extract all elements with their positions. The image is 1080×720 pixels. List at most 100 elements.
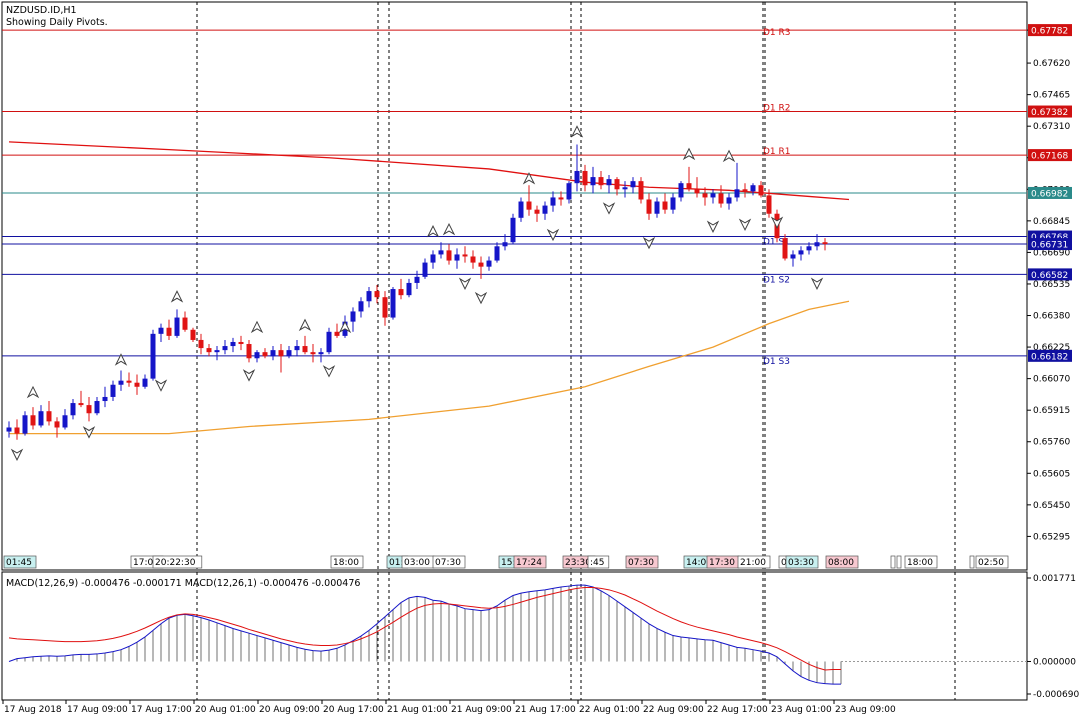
candle-body <box>526 201 532 210</box>
candle-body <box>558 197 564 200</box>
candle-body <box>534 209 540 214</box>
fractal-up-marker <box>338 320 352 334</box>
fractal-down-marker <box>82 426 96 439</box>
price-axis-label: 0.66845 <box>1033 217 1070 227</box>
fractal-down-marker <box>458 277 472 290</box>
candle-body <box>22 415 28 434</box>
fractal-down-marker <box>242 369 256 382</box>
candle-body <box>174 317 180 336</box>
candle-body <box>694 189 700 194</box>
candle-body <box>318 352 324 355</box>
candle-body <box>230 341 236 347</box>
candle-body <box>734 189 740 198</box>
time-highlight-label: 01: <box>389 558 403 568</box>
time-axis-label: 22 Aug 17:00 <box>707 705 768 715</box>
candle-body <box>614 179 620 190</box>
candle-body <box>390 289 396 318</box>
time-highlight-label: 07:30 <box>435 558 461 568</box>
candle-body <box>742 189 748 192</box>
pivot-price-tag-text: 0.66182 <box>1031 352 1068 362</box>
candle-body <box>118 380 124 385</box>
macd-axis-label: -0.000690 <box>1033 690 1079 700</box>
time-highlight-label: 14:00 <box>686 558 712 568</box>
time-highlight-box <box>432 555 466 569</box>
candle-body <box>790 254 796 259</box>
candle-body <box>214 350 220 353</box>
pivot-price-tag-text: 0.67382 <box>1031 108 1068 118</box>
candle-body <box>190 329 196 340</box>
macd-indicator-label: MACD(12,26,9) -0.000476 -0.000171 MACD(1… <box>6 578 361 589</box>
candle-body <box>70 403 76 416</box>
time-highlight-label: 15: <box>501 558 515 568</box>
time-highlight-label: 18:00 <box>333 558 359 568</box>
candle-body <box>798 250 804 255</box>
time-highlight-box <box>152 555 203 569</box>
fractal-up-marker <box>442 222 456 236</box>
fractal-down-marker <box>642 236 656 250</box>
candle-body <box>350 311 356 322</box>
candle-body <box>510 217 516 243</box>
candle-body <box>62 415 68 428</box>
candle-body <box>438 250 444 255</box>
candle-body <box>654 201 660 214</box>
price-axis-label: 0.66380 <box>1033 312 1070 322</box>
fractal-up-marker <box>682 147 696 161</box>
time-highlight-label: 23:30 <box>565 558 591 568</box>
current-price-tag-text: 0.66731 <box>1031 241 1068 251</box>
main-pane-frame <box>1 1 1028 571</box>
time-highlight-box <box>890 555 896 569</box>
pivot-price-tag <box>1028 149 1072 162</box>
time-axis-label: 23 Aug 09:00 <box>835 705 896 715</box>
macd-pane-frame <box>1 571 1028 701</box>
time-axis-label: 20 Aug 17:00 <box>323 705 384 715</box>
time-highlight-label: 08:00 <box>828 558 854 568</box>
candle-body <box>454 254 460 261</box>
time-axis-label: 17 Aug 09:00 <box>67 705 128 715</box>
price-axis-label: 0.67310 <box>1033 122 1070 132</box>
candle-body <box>590 177 596 186</box>
fractal-up-marker <box>26 385 40 399</box>
time-highlight-label: 20:22:30 <box>155 558 196 568</box>
candle-body <box>662 201 668 210</box>
candle-body <box>270 350 276 357</box>
time-highlight-label: 17:00 <box>133 558 159 568</box>
pivot-line-label: D1 R3 <box>763 28 791 38</box>
price-axis-label: 0.65605 <box>1033 469 1070 479</box>
candle-body <box>414 276 420 283</box>
candle-body <box>14 427 20 434</box>
fractal-down-marker <box>10 448 24 462</box>
candle-body <box>206 348 212 353</box>
candle-body <box>718 193 724 204</box>
fractal-up-marker <box>250 320 264 334</box>
pivot-price-tag-text: 0.67782 <box>1031 27 1068 37</box>
candle-body <box>38 411 44 426</box>
fractal-up-marker <box>426 225 440 238</box>
fractal-down-marker <box>602 202 616 215</box>
fractal-up-marker <box>722 149 736 163</box>
moving-average-line <box>8 141 850 201</box>
time-highlight-box <box>785 555 819 569</box>
fractal-up-marker <box>170 290 184 303</box>
price-axis-label: 0.65295 <box>1033 532 1070 542</box>
candle-body <box>782 238 788 259</box>
candle-body <box>166 327 172 336</box>
candle-body <box>398 289 404 296</box>
candle-body <box>486 260 492 267</box>
candle-body <box>334 331 340 336</box>
candle-body <box>46 411 52 422</box>
fractal-up-marker <box>522 172 536 185</box>
time-highlight-label: :45 <box>590 558 604 568</box>
candle-body <box>374 291 380 298</box>
candle-body <box>310 352 316 355</box>
current-price-tag <box>1028 238 1072 251</box>
time-highlight-box <box>896 555 902 569</box>
time-axis-label: 21 Aug 09:00 <box>451 705 512 715</box>
pivot-line-label: D1 S3 <box>763 357 790 367</box>
fractal-down-marker <box>154 379 168 392</box>
candle-body <box>126 380 132 383</box>
candle-body <box>134 382 140 387</box>
time-highlight-label: 0 <box>781 558 787 568</box>
macd-line <box>8 584 841 685</box>
